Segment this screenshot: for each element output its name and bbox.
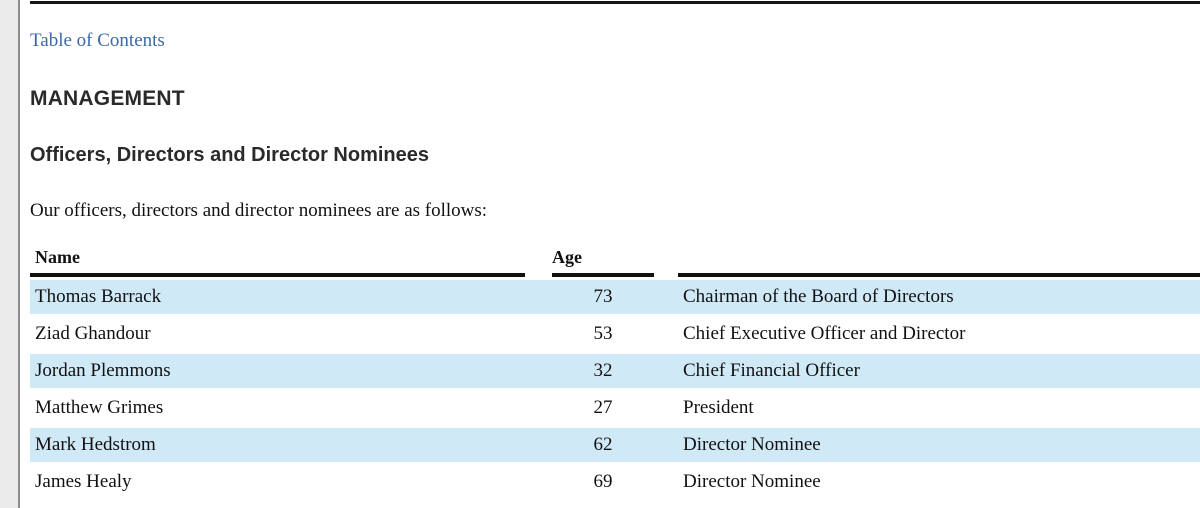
cell-position: President	[683, 397, 754, 418]
section-heading-management: MANAGEMENT	[30, 87, 185, 110]
cell-gap	[525, 354, 552, 388]
cell-gap	[525, 391, 552, 425]
cell-position: Chief Financial Officer	[683, 360, 860, 381]
intro-paragraph: Our officers, directors and director nom…	[30, 200, 488, 221]
cell-age: 32	[593, 360, 613, 381]
column-gap	[654, 247, 678, 277]
cell-position: Chief Executive Officer and Director	[683, 323, 966, 344]
cell-name: Thomas Barrack	[35, 286, 162, 307]
cell-position: Director Nominee	[683, 434, 821, 455]
cell-age: 69	[593, 471, 613, 492]
table-row: James Healy 69 Director Nominee	[30, 465, 1200, 499]
page-break-rule	[30, 1, 1200, 4]
column-header-age: Age	[552, 247, 654, 277]
officers-table: Name Age Thomas Barrack 73 Chairman of t…	[30, 244, 1200, 502]
table-row: Jordan Plemmons 32 Chief Financial Offic…	[30, 354, 1200, 388]
column-header-position	[678, 247, 1200, 277]
cell-position: Chairman of the Board of Directors	[683, 286, 954, 307]
cell-gap	[654, 317, 678, 351]
table-row: Mark Hedstrom 62 Director Nominee	[30, 428, 1200, 462]
cell-gap	[654, 391, 678, 425]
cell-position: Director Nominee	[683, 471, 821, 492]
table-row: Thomas Barrack 73 Chairman of the Board …	[30, 280, 1200, 314]
table-header-row: Name Age	[30, 247, 1200, 277]
column-header-name: Name	[30, 247, 525, 277]
cell-name: Ziad Ghandour	[35, 323, 151, 344]
cell-age: 27	[593, 397, 613, 418]
column-gap	[525, 247, 552, 277]
cell-age: 73	[593, 286, 613, 307]
cell-name: Matthew Grimes	[35, 397, 164, 418]
cell-gap	[525, 317, 552, 351]
cell-age: 62	[593, 434, 613, 455]
cell-name: Jordan Plemmons	[35, 360, 171, 381]
table-row: Matthew Grimes 27 President	[30, 391, 1200, 425]
cell-age: 53	[593, 323, 613, 344]
table-of-contents-link[interactable]: Table of Contents	[30, 30, 165, 51]
document-page: Table of Contents MANAGEMENT Officers, D…	[30, 0, 1200, 502]
subsection-heading-officers: Officers, Directors and Director Nominee…	[30, 144, 430, 166]
cell-gap	[525, 280, 552, 314]
table-row: Ziad Ghandour 53 Chief Executive Officer…	[30, 317, 1200, 351]
cell-gap	[525, 428, 552, 462]
cell-gap	[525, 465, 552, 499]
cell-gap	[654, 465, 678, 499]
cell-gap	[654, 354, 678, 388]
cell-name: Mark Hedstrom	[35, 434, 156, 455]
cell-gap	[654, 428, 678, 462]
cell-gap	[654, 280, 678, 314]
page-left-gutter	[0, 0, 20, 508]
cell-name: James Healy	[35, 471, 132, 492]
